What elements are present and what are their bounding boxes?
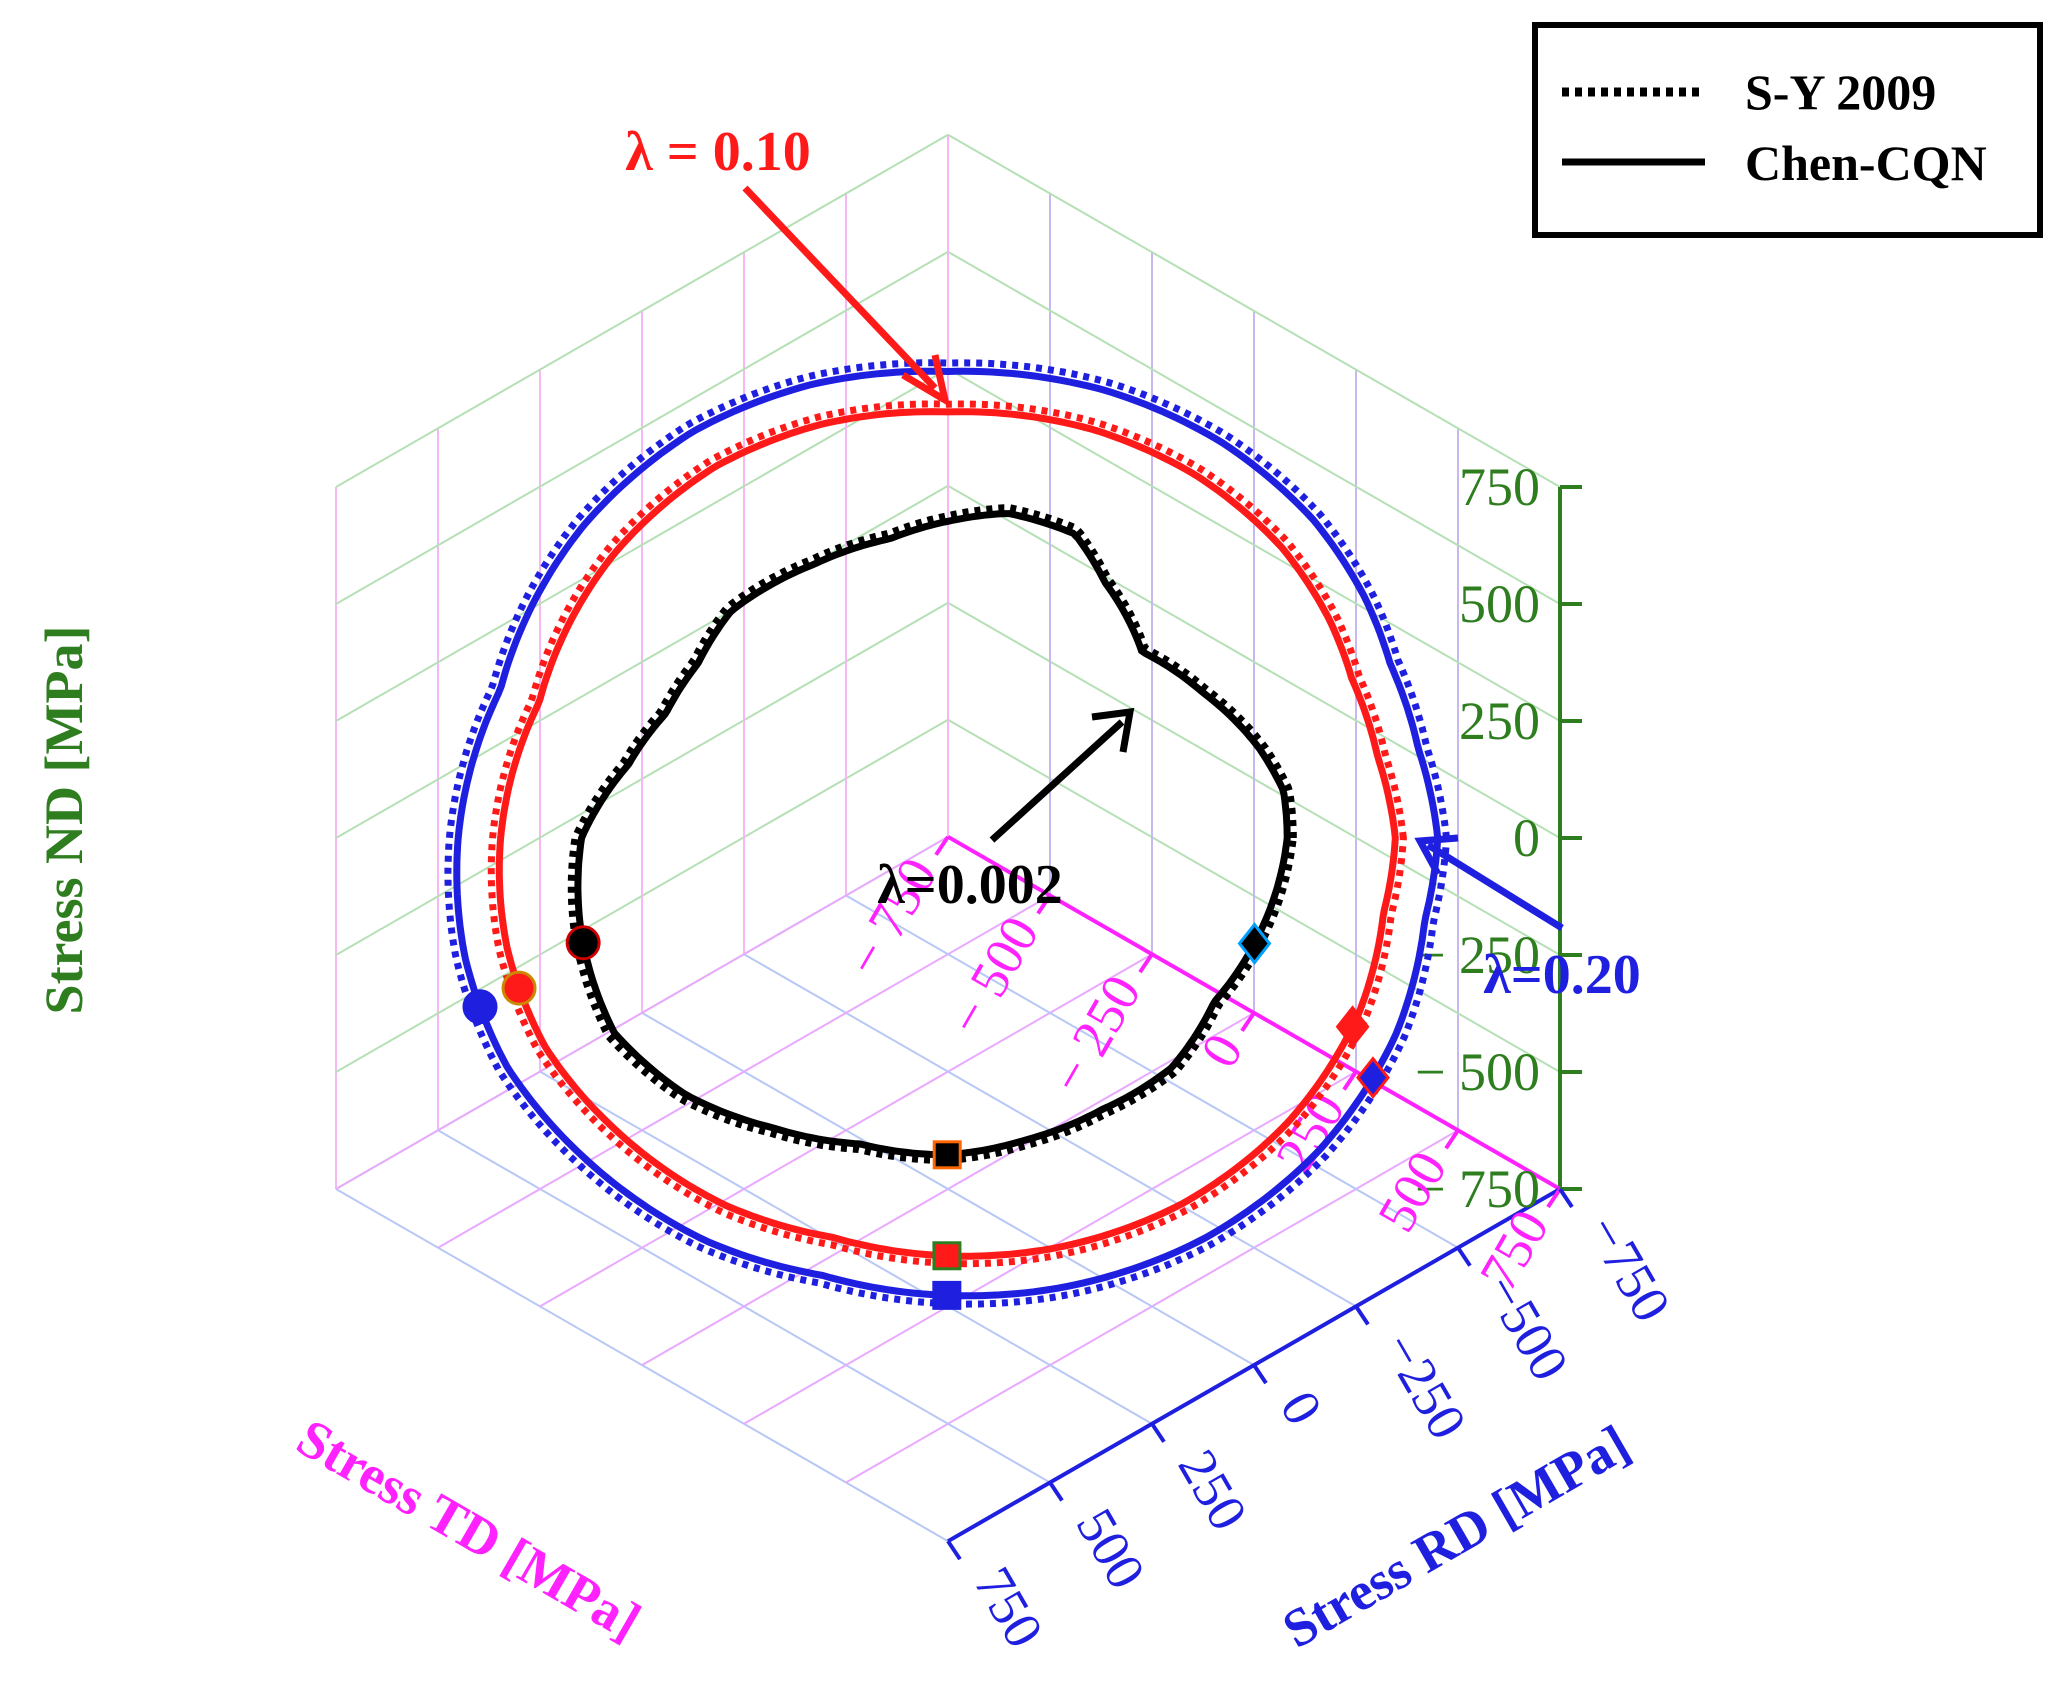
rd-tick-mark (1354, 1305, 1370, 1326)
grid-line (947, 250, 1561, 605)
annotation-lambda-010: λ = 0.10 (625, 121, 951, 408)
series-2-marker-square (932, 1280, 962, 1310)
annotation-lambda-010-arrow (742, 185, 938, 391)
rd-tick-label: 750 (963, 1557, 1055, 1657)
annotation-lambda-020-arrow (1426, 842, 1564, 931)
rd-axis-title: Stress RD [MPa] (1273, 1413, 1640, 1659)
series-1-marker-circle (501, 970, 537, 1006)
td-tick-mark (1138, 953, 1154, 974)
rd-tick-label: 250 (1167, 1440, 1259, 1540)
series-2-marker-diamond (1356, 1056, 1390, 1100)
rd-tick-label: 500 (1065, 1499, 1157, 1599)
annotation-lambda-020-label: λ=0.20 (1483, 944, 1640, 1006)
annotation-lambda-020-arrowhead (1414, 834, 1459, 876)
annotation-lambda-020: λ=0.20 (1414, 834, 1641, 1006)
td-tick-mark (1546, 1187, 1562, 1209)
curves (444, 359, 1451, 1308)
nd-tick-label: 0 (1513, 808, 1540, 868)
td-tick-mark (934, 835, 950, 856)
series-0-marker-square (932, 1140, 962, 1170)
annotation-lambda-0002-arrow (989, 719, 1125, 843)
rd-tick-mark (1558, 1187, 1574, 1209)
series-0-chen-cqn-curve (574, 510, 1291, 1159)
grid-line (335, 250, 949, 605)
td-tick-mark (1342, 1070, 1358, 1091)
series-2-marker-circle (462, 989, 498, 1025)
series-1-sy2009-curve (487, 400, 1407, 1268)
td-tick-label: − 500 (936, 907, 1050, 1045)
td-axis-title: Stress TD [MPa] (287, 1407, 650, 1651)
series-1-marker-diamond (1335, 1005, 1370, 1049)
series-2-sy2009-curve (444, 359, 1451, 1308)
nd-tick-label: 250 (1459, 691, 1540, 751)
nd-tick-label: − 250 (1415, 925, 1540, 985)
series-0-marker-diamond (1237, 922, 1272, 965)
legend-label-sy2009: S-Y 2009 (1745, 64, 1936, 120)
series-2-chen-cqn-curve (453, 367, 1442, 1300)
td-tick-label: − 250 (1038, 965, 1152, 1103)
td-tick-mark (1444, 1129, 1460, 1150)
legend-label-chen-cqn: Chen-CQN (1745, 135, 1987, 191)
rd-tick-mark (1048, 1481, 1064, 1502)
grid-line (335, 835, 949, 1190)
series-1-chen-cqn-curve (495, 408, 1399, 1260)
rd-tick-label: −750 (1575, 1205, 1683, 1332)
markers (462, 922, 1390, 1310)
grid-line (845, 894, 1459, 1249)
annotation-lambda-0002-label: λ=0.002 (877, 854, 1062, 916)
annotation-lambda-010-label: λ = 0.10 (625, 121, 810, 183)
rd-tick-mark (1456, 1246, 1472, 1267)
rd-tick-mark (946, 1540, 962, 1561)
rd-tick-mark (1150, 1422, 1166, 1443)
annotation-lambda-0002-arrowhead (1091, 707, 1135, 753)
annotation-lambda-010-arrowhead (901, 354, 951, 408)
series-1-marker-square (932, 1241, 962, 1271)
nd-tick-label: 500 (1459, 574, 1540, 634)
td-tick-mark (1036, 894, 1052, 915)
nd-tick-label: − 500 (1415, 1042, 1540, 1102)
td-tick-mark (1240, 1011, 1256, 1033)
nd-axis-title: Stress ND [MPa] (34, 626, 94, 1015)
series-0-marker-circle (565, 925, 601, 961)
legend: S-Y 2009 Chen-CQN (1532, 22, 2043, 238)
td-tick-label: 500 (1366, 1141, 1458, 1241)
legend-box (1532, 22, 2043, 238)
nd-tick-label: 750 (1459, 457, 1540, 517)
nd-tick-label: − 750 (1415, 1159, 1540, 1219)
rd-tick-label: −250 (1371, 1322, 1479, 1449)
grid-line (335, 133, 949, 488)
grid-line (947, 133, 1561, 488)
rd-tick-mark (1252, 1363, 1268, 1385)
rd-tick-label: 0 (1269, 1381, 1334, 1434)
annotation-lambda-0002: λ=0.002 (877, 707, 1135, 916)
